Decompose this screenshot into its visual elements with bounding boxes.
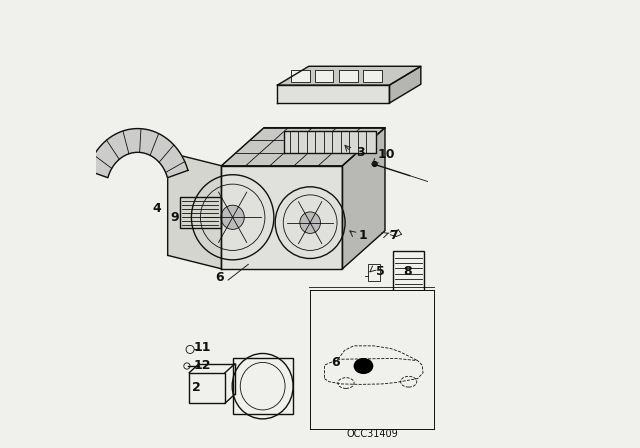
Text: OCC31409: OCC31409 [346, 429, 398, 439]
Text: 10: 10 [378, 148, 395, 161]
Ellipse shape [221, 205, 244, 229]
Polygon shape [168, 152, 221, 269]
Ellipse shape [371, 161, 378, 167]
Text: 6: 6 [215, 271, 223, 284]
Bar [339, 70, 358, 82]
Bar [363, 70, 382, 82]
Polygon shape [88, 129, 188, 178]
Text: 1: 1 [358, 228, 367, 242]
Polygon shape [221, 128, 385, 166]
Bar [189, 373, 225, 403]
Bar [393, 251, 424, 293]
Text: 5: 5 [376, 264, 385, 278]
Text: 6: 6 [332, 356, 340, 370]
Text: 9: 9 [170, 211, 179, 224]
Text: 4: 4 [152, 202, 161, 215]
Text: 11: 11 [194, 340, 211, 354]
Polygon shape [278, 85, 389, 103]
Polygon shape [221, 166, 342, 269]
Text: 7: 7 [390, 228, 398, 242]
Bar [310, 290, 435, 429]
Polygon shape [284, 131, 376, 153]
Bar [368, 264, 380, 281]
Polygon shape [278, 66, 421, 85]
Ellipse shape [354, 358, 373, 374]
Bar [291, 70, 310, 82]
Ellipse shape [300, 212, 321, 233]
Polygon shape [389, 66, 421, 103]
Text: 3: 3 [356, 146, 365, 159]
Polygon shape [342, 128, 385, 269]
Text: 8: 8 [403, 264, 412, 278]
Bar [180, 197, 221, 228]
Bar [233, 358, 293, 414]
Text: 12: 12 [194, 358, 211, 372]
Bar [315, 70, 333, 82]
Text: 2: 2 [193, 381, 201, 394]
